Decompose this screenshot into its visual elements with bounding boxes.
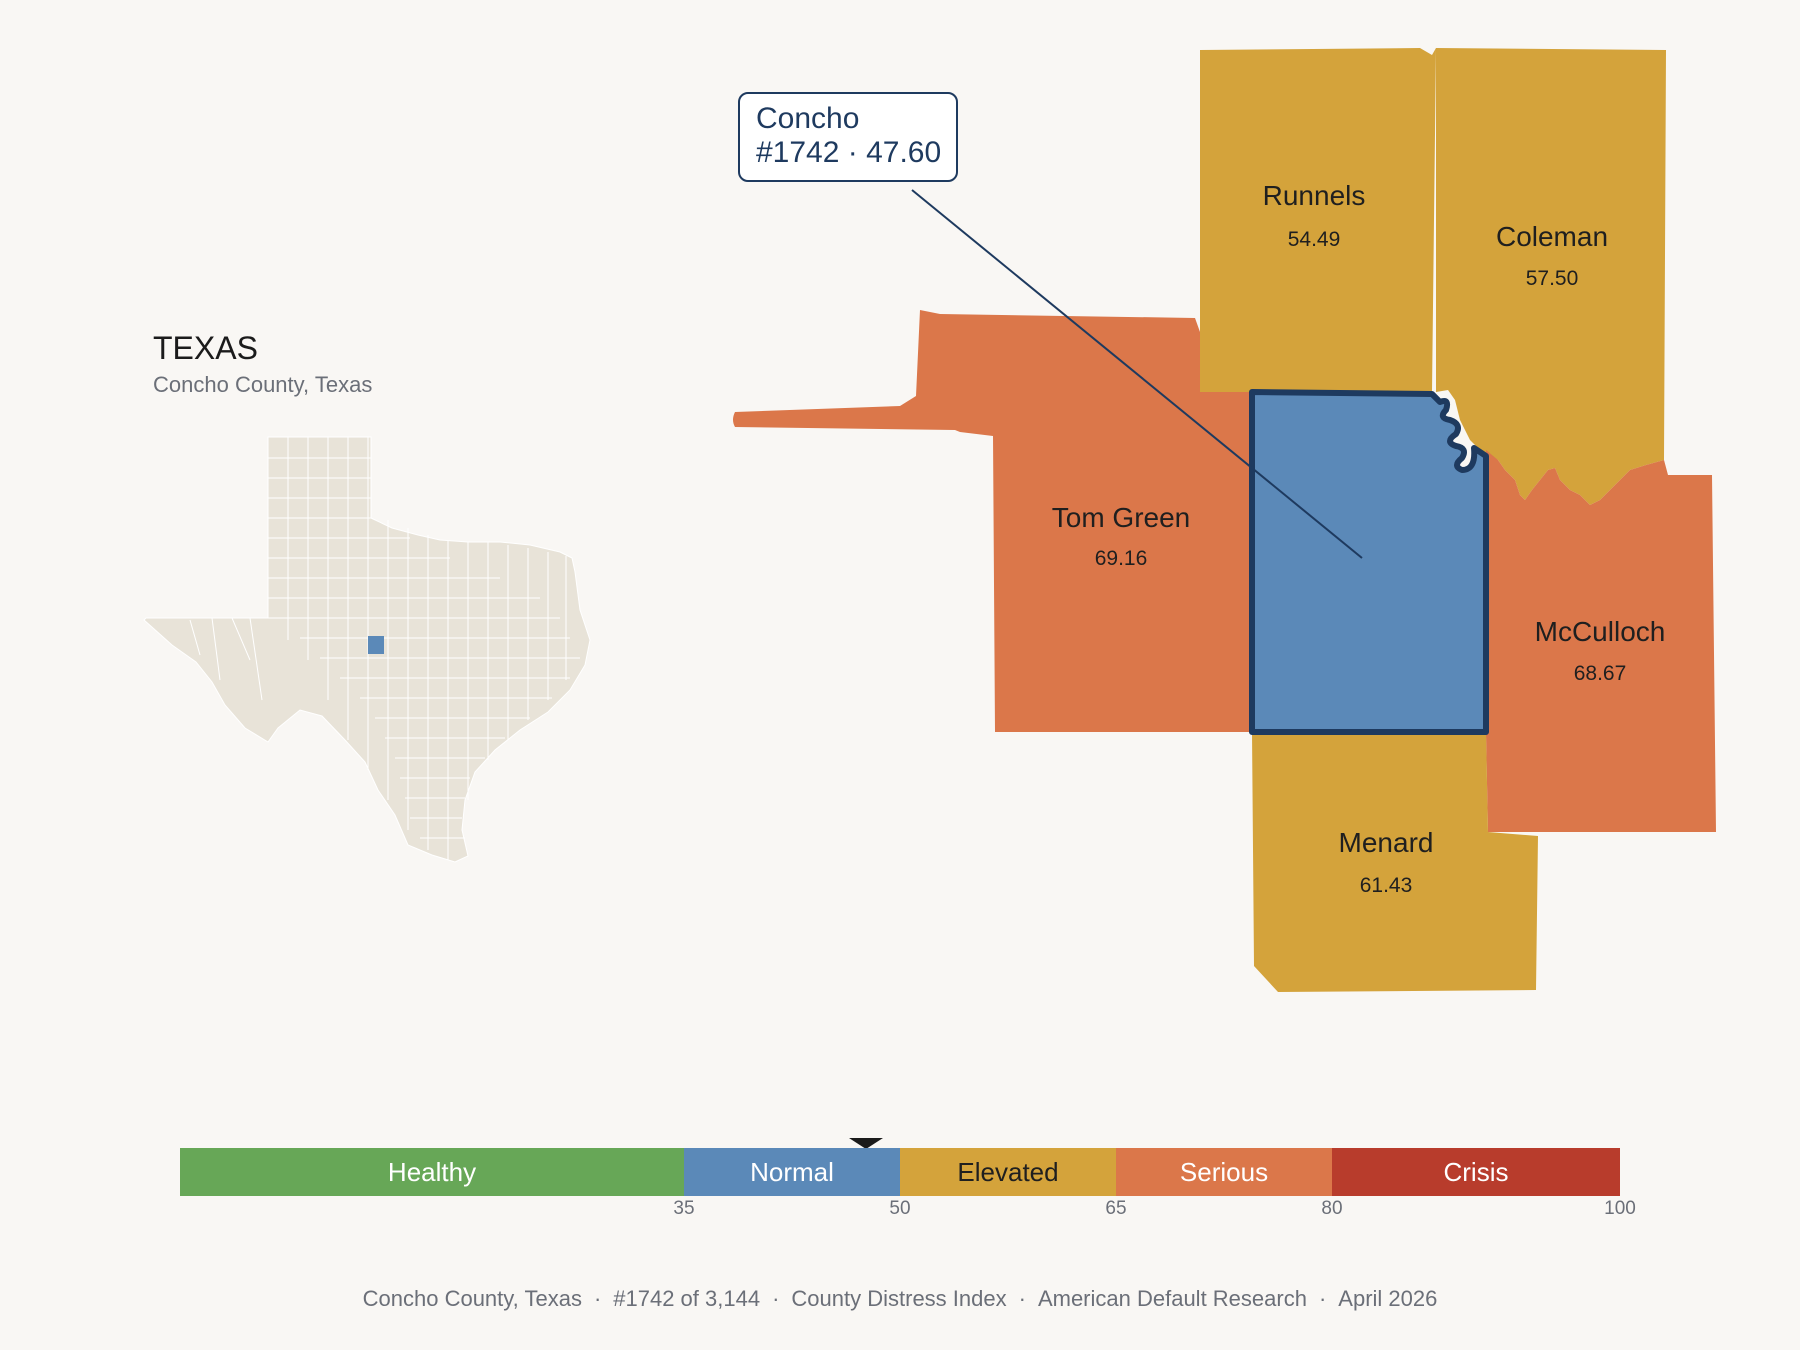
footer-separator: · xyxy=(593,1286,602,1311)
county-map: Runnels 54.49 Coleman 57.50 Tom Green 69… xyxy=(733,48,1716,992)
footer-source: American Default Research xyxy=(1037,1286,1307,1311)
footer-credits: Concho County, Texas · #1742 of 3,144 · Coun… xyxy=(0,1286,1800,1312)
scale-segment-serious: Serious xyxy=(1116,1148,1332,1196)
footer-county: Concho County, Texas xyxy=(362,1286,582,1311)
county-menard xyxy=(1252,732,1538,992)
texas-state-shape xyxy=(143,436,591,863)
footer-date: April 2026 xyxy=(1338,1286,1438,1311)
county-label-menard: Menard xyxy=(1339,827,1434,858)
county-value-runnels: 54.49 xyxy=(1288,228,1341,251)
county-mcculloch xyxy=(1486,450,1716,832)
county-label-tom-green: Tom Green xyxy=(1052,502,1191,533)
county-label-coleman: Coleman xyxy=(1496,221,1608,252)
county-value-coleman: 57.50 xyxy=(1526,267,1579,290)
footer-rank: #1742 of 3,144 xyxy=(613,1286,761,1311)
footer-separator: · xyxy=(1018,1286,1026,1311)
distress-scale-bar: Healthy Normal Elevated Serious Crisis xyxy=(180,1148,1620,1196)
county-tom-green xyxy=(733,310,1252,732)
texas-inset-concho-highlight xyxy=(368,636,384,654)
county-concho-highlighted xyxy=(1249,389,1489,735)
county-label-runnels: Runnels xyxy=(1263,180,1366,211)
inset-subtitle: Concho County, Texas xyxy=(153,372,373,397)
callout-county-name: Concho xyxy=(756,102,860,135)
scale-tick-80: 80 xyxy=(1321,1198,1343,1219)
county-value-mcculloch: 68.67 xyxy=(1574,662,1627,685)
callout-leader-line xyxy=(911,189,1363,559)
county-coleman xyxy=(1436,48,1666,505)
scale-segment-healthy: Healthy xyxy=(180,1148,684,1196)
scale-tick-35: 35 xyxy=(673,1198,695,1219)
county-value-tom-green: 69.16 xyxy=(1095,547,1148,570)
scale-tick-65: 65 xyxy=(1105,1198,1127,1219)
texas-inset-map xyxy=(143,436,591,863)
focus-county-callout: Concho #1742 · 47.60 xyxy=(738,92,958,182)
county-label-mcculloch: McCulloch xyxy=(1535,616,1666,647)
scale-segment-normal: Normal xyxy=(684,1148,900,1196)
texas-county-grid xyxy=(189,437,580,860)
scale-tick-50: 50 xyxy=(889,1198,911,1219)
scale-segment-crisis: Crisis xyxy=(1332,1148,1620,1196)
scale-segment-elevated: Elevated xyxy=(900,1148,1116,1196)
county-value-menard: 61.43 xyxy=(1360,874,1413,897)
footer-index-name: County Distress Index xyxy=(791,1286,1007,1311)
score-marker-icon xyxy=(849,1138,883,1149)
callout-rank-score: #1742 · 47.60 xyxy=(756,136,942,169)
county-runnels xyxy=(1200,48,1436,392)
inset-title: TEXAS xyxy=(153,330,258,366)
footer-separator: · xyxy=(772,1286,780,1311)
scale-tick-100: 100 xyxy=(1604,1198,1636,1219)
footer-separator: · xyxy=(1318,1286,1327,1311)
